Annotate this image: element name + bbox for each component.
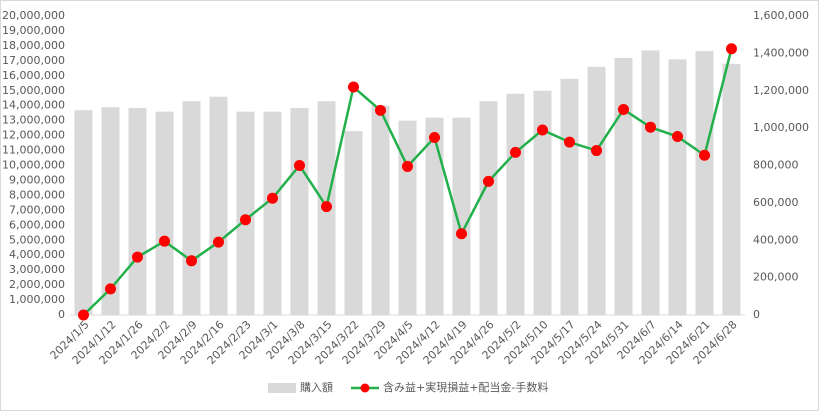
line-marker (78, 309, 89, 321)
line-marker (618, 103, 629, 115)
line-marker (132, 251, 143, 263)
bar (101, 107, 120, 315)
bar (74, 110, 93, 315)
y-tick-label: 17,000,000 (2, 54, 65, 67)
line-marker (186, 255, 197, 267)
y-tick-label: 10,000,000 (2, 159, 65, 172)
y-tick-label: 8,000,000 (9, 188, 65, 201)
line-marker (483, 175, 494, 187)
y2-tick-label: 200,000 (753, 271, 799, 284)
bar (128, 107, 147, 315)
bar (209, 96, 228, 315)
y-tick-label: 3,000,000 (9, 263, 65, 276)
bar (182, 101, 201, 315)
y2-tick-label: 1,400,000 (753, 46, 809, 59)
y-tick-label: 15,000,000 (2, 84, 65, 97)
bar (155, 111, 174, 316)
y-tick-label: 9,000,000 (9, 173, 65, 186)
bar (344, 131, 363, 315)
bar (641, 50, 660, 315)
line-marker (321, 201, 332, 213)
legend-label: 購入額 (300, 380, 333, 394)
line-marker (105, 283, 116, 295)
line-marker (726, 43, 737, 55)
line-marker (456, 228, 467, 240)
y-tick-label: 16,000,000 (2, 69, 65, 82)
bar (695, 51, 714, 315)
bar (506, 93, 525, 316)
bar (425, 117, 444, 315)
bar (236, 111, 255, 316)
y-tick-label: 4,000,000 (9, 248, 65, 261)
bar (452, 117, 471, 315)
line-marker (375, 104, 386, 116)
bar (398, 120, 417, 316)
line-marker (591, 145, 602, 157)
bar (263, 111, 282, 316)
y-tick-label: 18,000,000 (2, 39, 65, 52)
bar (533, 90, 552, 315)
line-marker (699, 149, 710, 161)
y2-tick-label: 1,600,000 (753, 9, 809, 22)
y-tick-label: 0 (58, 308, 65, 321)
line-marker (537, 124, 548, 136)
y2-tick-label: 1,200,000 (753, 84, 809, 97)
line-marker (213, 236, 224, 248)
y-tick-label: 12,000,000 (2, 129, 65, 142)
y-tick-label: 6,000,000 (9, 218, 65, 231)
bar (560, 78, 579, 315)
bar (668, 59, 687, 316)
legend-marker (360, 383, 370, 393)
y-tick-label: 5,000,000 (9, 233, 65, 246)
line-marker (240, 214, 251, 226)
y-tick-label: 11,000,000 (2, 144, 65, 157)
y-tick-label: 2,000,000 (9, 278, 65, 291)
y2-tick-label: 400,000 (753, 233, 799, 246)
y2-tick-label: 600,000 (753, 196, 799, 209)
y-tick-label: 7,000,000 (9, 203, 65, 216)
line-marker (672, 131, 683, 143)
line-marker (429, 131, 440, 143)
line-marker (294, 160, 305, 171)
bar (722, 63, 741, 316)
y-tick-label: 19,000,000 (2, 24, 65, 37)
legend-swatch (268, 383, 296, 393)
y-tick-label: 13,000,000 (2, 114, 65, 127)
bar (371, 105, 390, 315)
line-marker (510, 146, 521, 158)
line-marker (267, 192, 278, 204)
bar (290, 107, 309, 315)
legend-label: 含み益+実現損益+配当金-手数料 (383, 380, 548, 394)
y2-tick-label: 1,000,000 (753, 121, 809, 134)
bar (614, 57, 633, 316)
line-marker (402, 160, 413, 172)
line-marker (159, 235, 170, 247)
line-marker (564, 136, 575, 148)
bar (587, 66, 606, 315)
y-tick-label: 14,000,000 (2, 99, 65, 112)
y-tick-label: 1,000,000 (9, 293, 65, 306)
y-tick-label: 20,000,000 (2, 9, 65, 22)
y2-tick-label: 0 (753, 308, 760, 321)
line-marker (645, 121, 656, 133)
line-marker (348, 81, 359, 93)
y2-tick-label: 800,000 (753, 159, 799, 172)
bar (479, 101, 498, 315)
